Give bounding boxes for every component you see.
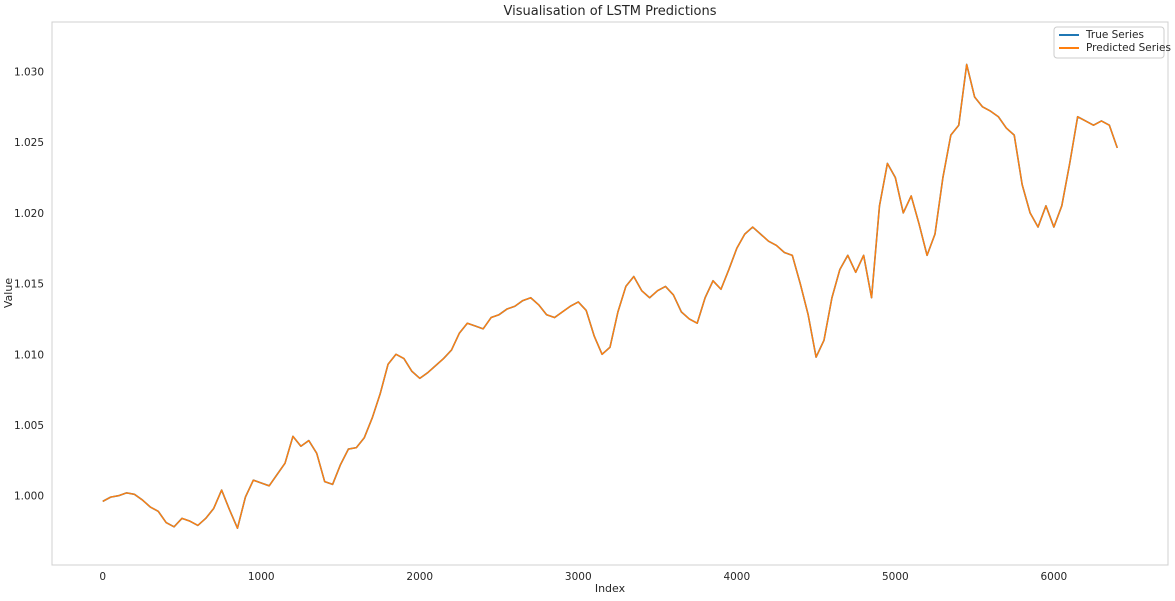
plot-area	[51, 21, 1169, 566]
chart-title: Visualisation of LSTM Predictions	[504, 4, 717, 19]
y-tick-label: 1.020	[14, 208, 44, 220]
series-layer	[102, 63, 1119, 530]
y-tick-label: 1.015	[14, 279, 44, 291]
predicted-series-line	[102, 63, 1118, 529]
y-axis-label: Value	[2, 278, 15, 308]
legend-box	[1053, 26, 1165, 59]
legend-label-true: True Series	[1085, 29, 1144, 41]
y-tick-label: 1.000	[14, 491, 44, 503]
x-tick-label: 5000	[882, 571, 909, 583]
x-tick-label: 4000	[723, 571, 750, 583]
x-tick-label: 6000	[1040, 571, 1067, 583]
x-axis-ticks: 0 1000 2000 3000 4000 5000 6000	[99, 571, 1067, 583]
y-tick-label: 1.025	[14, 137, 44, 149]
y-tick-label: 1.010	[14, 349, 44, 361]
legend-label-predicted: Predicted Series	[1086, 42, 1171, 54]
x-tick-label: 0	[99, 571, 106, 583]
x-tick-label: 3000	[565, 571, 592, 583]
y-axis-ticks: 1.000 1.005 1.010 1.015 1.020 1.025 1.030	[14, 66, 44, 502]
x-tick-label: 1000	[248, 571, 275, 583]
y-tick-label: 1.030	[14, 66, 44, 78]
x-tick-label: 2000	[406, 571, 433, 583]
x-axis-label: Index	[595, 582, 626, 595]
y-tick-label: 1.005	[14, 420, 44, 432]
legend: True Series Predicted Series	[1053, 26, 1171, 59]
